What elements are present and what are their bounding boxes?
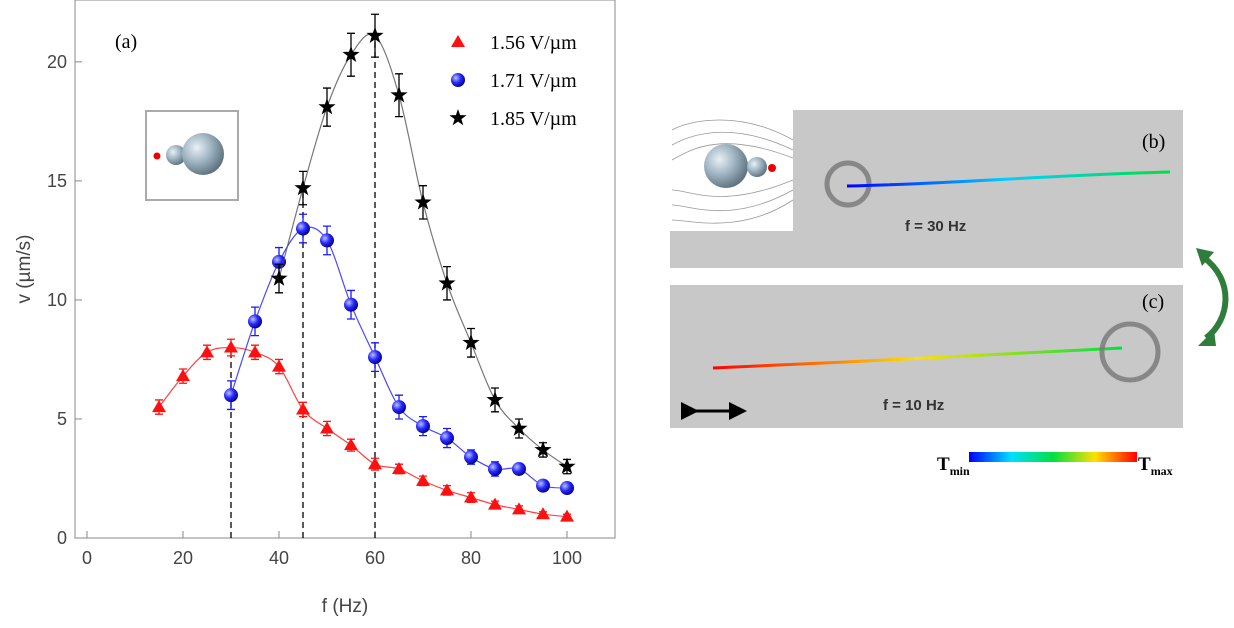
particle-image (1099, 321, 1161, 383)
data-point (438, 274, 456, 291)
x-tick-label: 80 (461, 548, 481, 568)
data-point (440, 483, 454, 496)
x-tick-label: 20 (173, 548, 193, 568)
data-point (320, 233, 334, 248)
inset (145, 110, 239, 201)
legend-label: 1.85 V/µm (490, 108, 577, 130)
panel-label: (a) (115, 31, 137, 53)
data-point (224, 388, 238, 403)
y-tick-label: 10 (47, 290, 67, 310)
data-point (536, 478, 550, 493)
y-tick-label: 15 (47, 171, 67, 191)
data-point (270, 269, 288, 286)
data-point (512, 461, 526, 476)
data-point (248, 345, 262, 358)
data-point (320, 421, 334, 434)
panel-label: (c) (1142, 291, 1164, 313)
frequency-label: f = 30 Hz (905, 218, 966, 235)
frequency-label: f = 10 Hz (883, 397, 944, 414)
data-point (440, 431, 454, 446)
colorbar: Tmin Tmax (937, 452, 1173, 478)
t: T (937, 454, 950, 475)
legend-label: 1.71 V/µm (490, 70, 577, 92)
large-sphere (704, 144, 748, 188)
panel-b: (b) f = 30 Hz (670, 110, 1183, 268)
y-axis-label: v (µm/s) (14, 235, 35, 304)
data-point (272, 359, 286, 372)
x-tick-label: 40 (269, 548, 289, 568)
y-tick-label: 20 (47, 52, 67, 72)
legend-marker (449, 109, 467, 126)
colorbar-gradient (969, 452, 1137, 462)
data-point (296, 221, 310, 236)
plot-frame (74, 0, 616, 539)
x-tick-label: 60 (365, 548, 385, 568)
colorbar-max: Tmax (1138, 454, 1173, 478)
data-point (558, 457, 576, 474)
data-point (368, 350, 382, 365)
data-point (510, 419, 528, 436)
data-point (368, 457, 382, 470)
data-point (248, 314, 262, 329)
data-point (224, 340, 238, 353)
data-point (200, 345, 214, 358)
particle (153, 152, 161, 160)
data-point (414, 193, 432, 210)
switch-arrow (1196, 248, 1229, 346)
sub: min (950, 464, 970, 478)
data-point (512, 502, 526, 515)
data-point (392, 461, 406, 474)
data-point (392, 400, 406, 415)
data-point (366, 26, 384, 43)
data-point (344, 297, 358, 312)
data-point (342, 45, 360, 62)
legend-marker (451, 35, 465, 47)
panel-label: (b) (1142, 131, 1165, 153)
particle (768, 164, 776, 172)
large-sphere (182, 133, 224, 175)
t: T (1138, 454, 1151, 475)
small-sphere (747, 157, 767, 177)
data-point (488, 497, 502, 510)
fit-curve (278, 33, 568, 468)
data-point (534, 440, 552, 458)
x-axis-label: f (Hz) (322, 596, 368, 617)
arrow-heads (1196, 248, 1216, 346)
data-point (344, 438, 358, 451)
field-lines (671, 119, 794, 224)
y-tick-label: 5 (57, 409, 67, 429)
trajectory (712, 346, 1123, 370)
data-point (486, 390, 504, 408)
data-point (176, 369, 190, 382)
legend-label: 1.56 V/µm (490, 32, 577, 54)
data-point (152, 400, 166, 413)
data-point (416, 473, 430, 486)
data-point (416, 419, 430, 434)
data-point (294, 179, 312, 196)
data-point (560, 509, 574, 522)
small-sphere (166, 145, 186, 165)
data-point (464, 450, 478, 465)
data-point (464, 490, 478, 503)
chart-a: (a) f (Hz) v (µm/s) 0 20 40 60 80 100 0 5 10 15 20… (14, 0, 616, 617)
data-point (536, 507, 550, 520)
data-point (488, 461, 502, 476)
x-tick-label: 100 (552, 548, 582, 568)
data-point (560, 481, 574, 496)
data-point (318, 98, 336, 115)
y-tick-label: 0 (57, 528, 67, 548)
data-point (462, 333, 480, 351)
legend-marker (451, 73, 465, 87)
sub: max (1151, 464, 1173, 478)
curved-arrow (1201, 254, 1229, 341)
trajectory (846, 170, 1171, 188)
data-point (390, 86, 408, 103)
panel-c: (c) f = 10 Hz (670, 285, 1183, 428)
data-point (296, 402, 310, 415)
colorbar-min: Tmin (937, 454, 970, 478)
fit-curve (158, 346, 568, 518)
x-tick-label: 0 (82, 548, 92, 568)
